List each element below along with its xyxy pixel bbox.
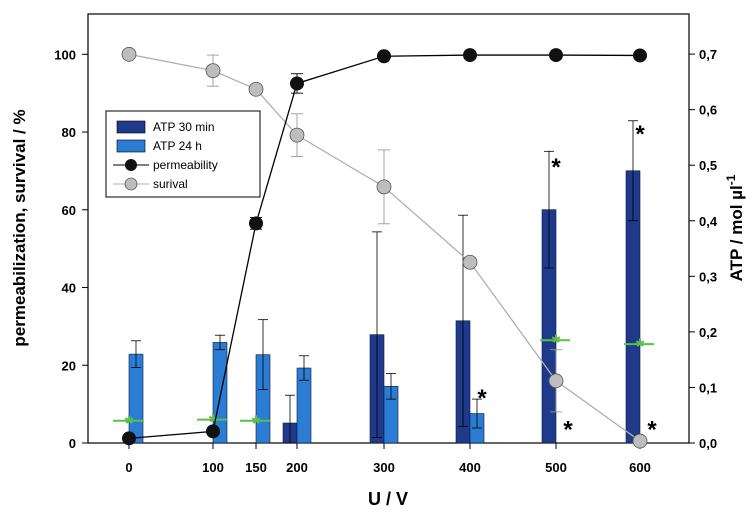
- marker-perm: [377, 49, 391, 64]
- marker-surv: [376, 179, 392, 195]
- marker-perm: [290, 76, 304, 91]
- y-right-tick-label: 0,2: [699, 325, 717, 340]
- marker-surv: [632, 433, 648, 449]
- y-left-tick-label: 0: [69, 436, 76, 451]
- legend: ATP 30 min ATP 24 h permeability surival: [105, 110, 261, 198]
- significance-asterisk: *: [477, 385, 487, 412]
- y-left-tick-label: 60: [62, 203, 76, 218]
- marker-surv: [462, 254, 478, 270]
- y-right-tick-label: 0,1: [699, 380, 717, 395]
- y-right-tick-label: 0,4: [699, 214, 718, 229]
- legend-marker-perm: [125, 159, 137, 171]
- plot-frame: [87, 13, 690, 444]
- marker-surv: [248, 81, 264, 97]
- x-tick-label: 100: [202, 460, 224, 475]
- marker-perm: [122, 431, 136, 446]
- x-tick-label: 0: [125, 460, 132, 475]
- legend-swatch-atp24: [116, 139, 146, 153]
- green-asterisk: *: [252, 411, 261, 436]
- legend-label-atp30: ATP 30 min: [153, 120, 215, 134]
- marker-surv: [205, 63, 221, 79]
- line-surv: [128, 53, 641, 442]
- y-right-tick-label: 0,5: [699, 158, 717, 173]
- marker-perm: [249, 216, 263, 231]
- y-right-tick-label: 0,6: [699, 103, 717, 118]
- green-asterisk: *: [552, 330, 561, 355]
- significance-asterisk: *: [635, 121, 645, 148]
- marker-perm: [463, 48, 477, 63]
- legend-label-atp24: ATP 24 h: [153, 139, 202, 153]
- y-left-tick-label: 40: [62, 281, 76, 296]
- line-perm: [128, 54, 641, 439]
- x-tick-label: 600: [629, 460, 651, 475]
- marker-surv: [121, 46, 137, 62]
- marker-surv: [289, 127, 305, 143]
- y-left-tick-label: 80: [62, 125, 76, 140]
- y-right-tick-label: 0,0: [699, 436, 717, 451]
- y-axis-left-title: permeabilization, survival / %: [10, 109, 29, 346]
- significance-asterisk: *: [647, 416, 657, 443]
- y-left-tick-label: 20: [62, 358, 76, 373]
- marker-perm: [549, 48, 563, 63]
- y-axis-right-title-main: ATP / mol µl: [727, 185, 746, 281]
- x-tick-label: 300: [373, 460, 395, 475]
- y-axis-right-title-exponent: -1: [724, 174, 738, 185]
- x-tick-label: 500: [545, 460, 567, 475]
- x-tick-label: 400: [459, 460, 481, 475]
- marker-perm: [206, 424, 220, 439]
- green-asterisk: *: [636, 334, 645, 359]
- legend-label-surv: surival: [153, 177, 188, 191]
- significance-asterisk: *: [551, 154, 561, 181]
- y-right-tick-label: 0,3: [699, 269, 717, 284]
- y-left-tick-label: 100: [54, 47, 76, 62]
- green-asterisk: *: [125, 411, 134, 436]
- y-axis-right-title: ATP / mol µl-1: [724, 174, 746, 281]
- green-asterisk: *: [209, 410, 218, 435]
- x-tick-label: 150: [245, 460, 267, 475]
- x-axis-title: U / V: [368, 489, 408, 509]
- legend-marker-surv: [124, 177, 138, 191]
- marker-perm: [633, 48, 647, 63]
- legend-label-perm: permeability: [153, 158, 218, 172]
- marker-surv: [548, 373, 564, 389]
- y-right-tick-label: 0,7: [699, 47, 717, 62]
- legend-swatch-atp30: [116, 120, 146, 134]
- significance-asterisk: *: [563, 416, 573, 443]
- x-tick-label: 200: [286, 460, 308, 475]
